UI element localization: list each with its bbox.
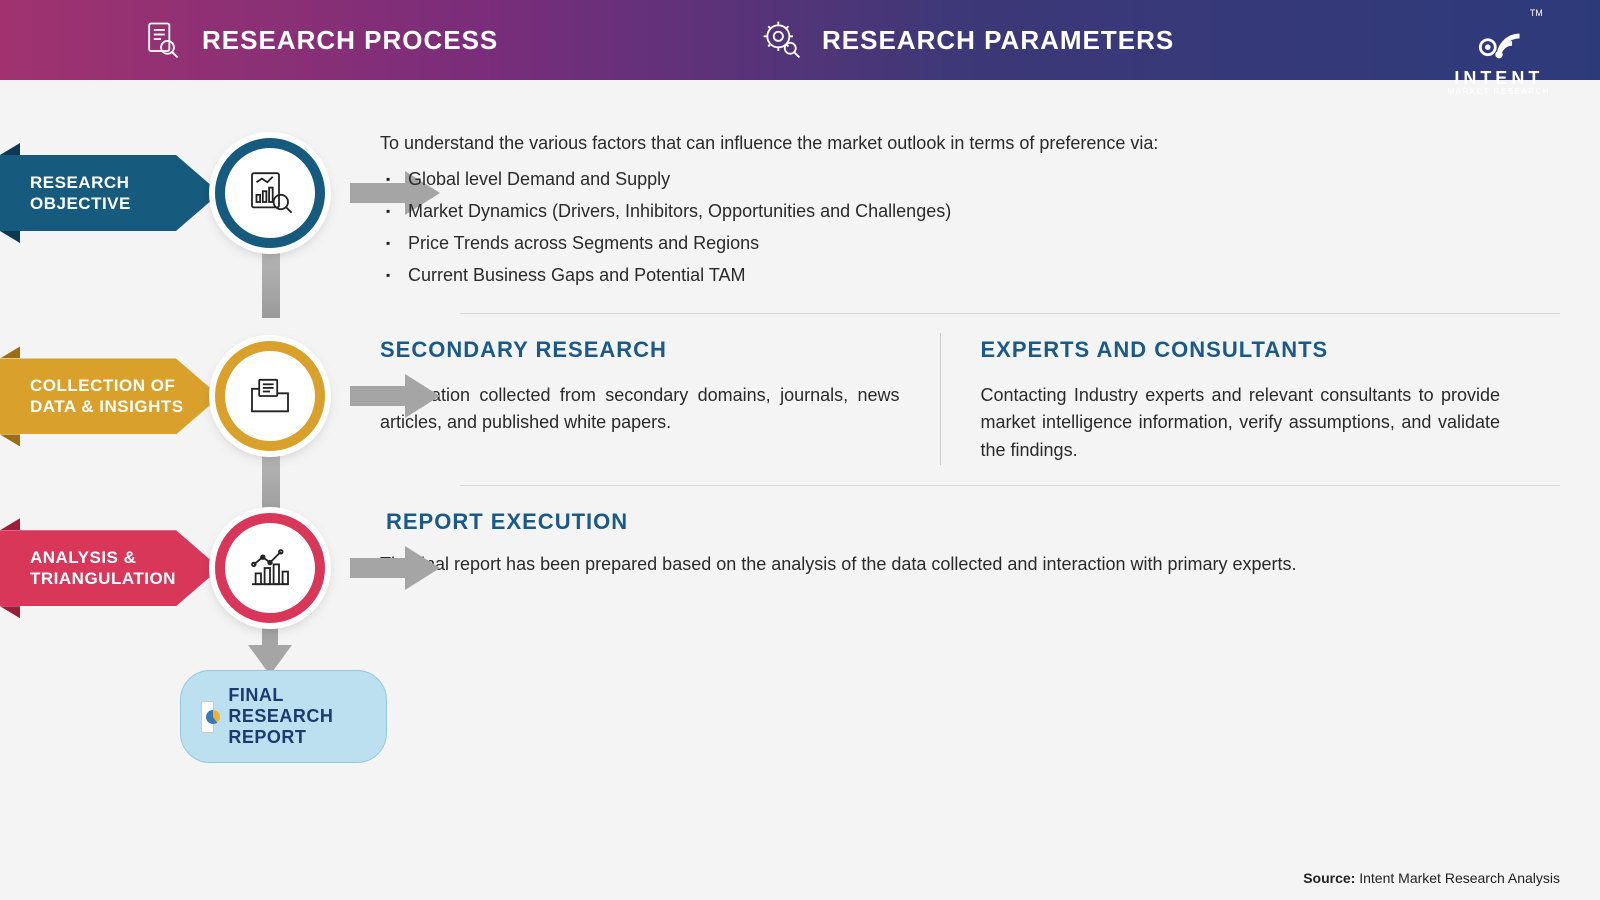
step-collection-data: COLLECTION OFDATA & INSIGHTS SECONDARY R… (0, 313, 1600, 485)
gear-magnify-icon (760, 18, 804, 62)
col-experts-consultants: EXPERTS AND CONSULTANTS Contacting Indus… (940, 333, 1541, 465)
badge-3-label: ANALYSIS &TRIANGULATION (30, 547, 176, 590)
header-left: RESEARCH PROCESS (140, 18, 498, 62)
arrow-right-icon (350, 543, 440, 593)
step-2-detail: SECONDARY RESEARCH Information collected… (380, 313, 1600, 485)
folder-doc-icon (243, 369, 297, 423)
connector-line (262, 248, 280, 318)
badge-3: ANALYSIS &TRIANGULATION (0, 530, 220, 606)
final-report-label: FINAL RESEARCH REPORT (228, 685, 346, 748)
wifi-arc-icon (1471, 8, 1527, 64)
report-doc-icon (201, 701, 214, 733)
step-analysis-triangulation: ANALYSIS &TRIANGULATION FINAL (0, 485, 1600, 745)
badge-1-label: RESEARCHOBJECTIVE (30, 172, 131, 215)
step-1-detail: To understand the various factors that c… (380, 110, 1600, 313)
badge-2: COLLECTION OFDATA & INSIGHTS (0, 358, 220, 434)
step-1-bullets: Global level Demand and Supply Market Dy… (380, 166, 1540, 290)
source-attribution: Source: Intent Market Research Analysis (1303, 870, 1560, 886)
badge-1: RESEARCHOBJECTIVE (0, 155, 220, 231)
step-3-detail: REPORT EXECUTION The final report has be… (380, 485, 1600, 599)
connector-line (262, 451, 280, 521)
doc-chart-search-icon (243, 166, 297, 220)
header-bar: RESEARCH PROCESS RESEARCH PARAMETERS TM … (0, 0, 1600, 80)
col-secondary-research: SECONDARY RESEARCH Information collected… (380, 333, 940, 465)
header-right: RESEARCH PARAMETERS (760, 18, 1174, 62)
step-1-intro: To understand the various factors that c… (380, 130, 1540, 158)
header-title-right: RESEARCH PARAMETERS (822, 25, 1174, 56)
header-title-left: RESEARCH PROCESS (202, 25, 498, 56)
arrow-right-icon (350, 371, 440, 421)
final-report-pill: FINAL RESEARCH REPORT (180, 670, 387, 763)
circle-icon-1 (215, 138, 325, 248)
bar-trend-icon (243, 541, 297, 595)
circle-icon-2 (215, 341, 325, 451)
content-area: RESEARCHOBJECTIVE To understand the vari… (0, 80, 1600, 745)
circle-icon-3 (215, 513, 325, 623)
badge-2-label: COLLECTION OFDATA & INSIGHTS (30, 375, 184, 418)
step-research-objective: RESEARCHOBJECTIVE To understand the vari… (0, 110, 1600, 313)
doc-magnify-icon (140, 18, 184, 62)
